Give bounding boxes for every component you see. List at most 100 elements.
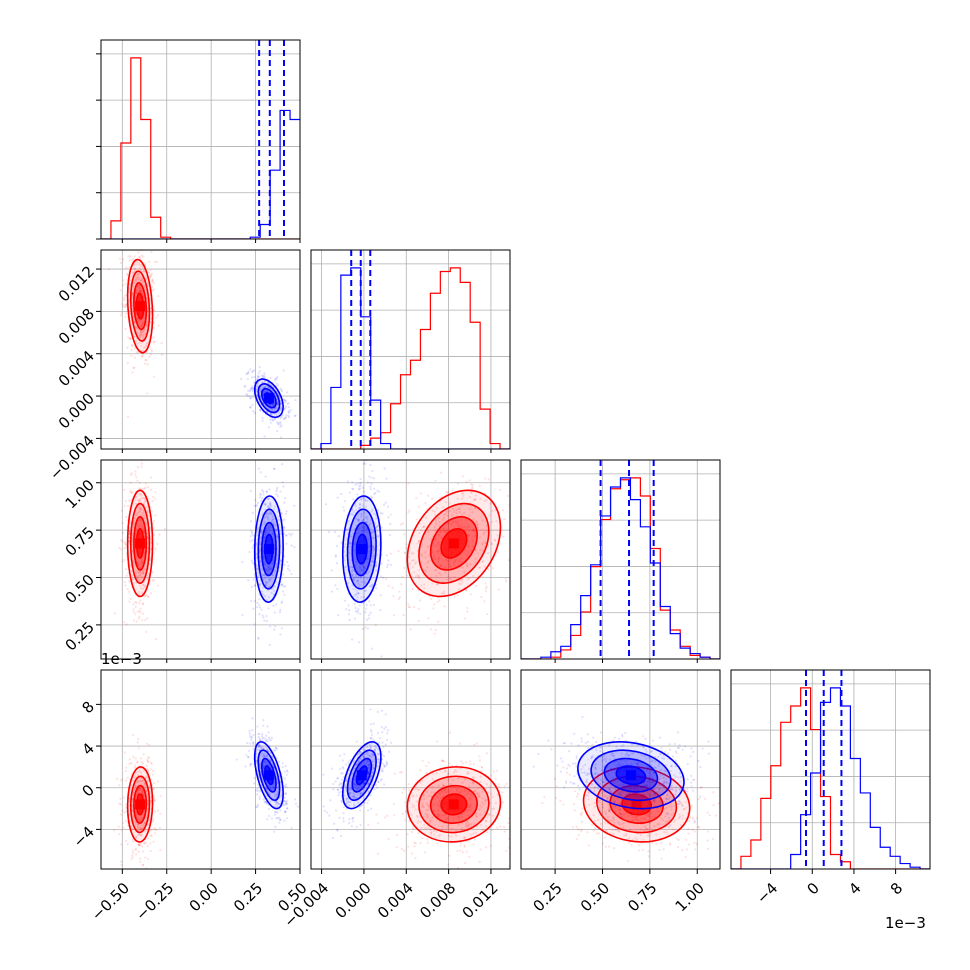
sample-point xyxy=(129,337,132,340)
sample-point xyxy=(269,376,272,380)
sample-point xyxy=(274,749,277,752)
sample-point xyxy=(263,752,266,755)
sample-point xyxy=(356,763,359,766)
sample-point xyxy=(141,282,144,285)
sample-point xyxy=(385,566,389,569)
sample-point xyxy=(153,340,156,343)
sample-point xyxy=(140,254,144,257)
sample-point xyxy=(441,790,444,793)
sample-point xyxy=(444,500,447,504)
sample-point xyxy=(430,597,433,601)
sample-point xyxy=(372,546,375,549)
sample-point xyxy=(124,819,127,822)
sample-point xyxy=(384,726,387,729)
sample-point xyxy=(484,825,488,828)
sample-point xyxy=(487,791,490,794)
sample-point xyxy=(139,279,142,282)
sample-point xyxy=(333,530,337,533)
sample-point xyxy=(457,815,460,819)
sample-point xyxy=(456,594,459,597)
sample-point xyxy=(144,274,147,277)
sample-point xyxy=(284,803,287,806)
sample-point xyxy=(147,595,150,599)
sample-point xyxy=(405,546,408,549)
sample-point xyxy=(465,562,468,565)
sample-point xyxy=(269,568,272,571)
sample-point xyxy=(135,291,138,294)
sample-point xyxy=(437,620,440,623)
sample-point xyxy=(133,319,136,323)
sample-point xyxy=(260,381,264,384)
sample-point xyxy=(141,850,145,853)
sample-point xyxy=(402,788,405,791)
sample-point xyxy=(139,487,142,490)
sample-point xyxy=(376,765,380,768)
sample-point xyxy=(275,748,279,751)
sample-point xyxy=(353,778,356,781)
sample-point xyxy=(263,391,266,394)
density-peak-series-0 xyxy=(135,301,146,312)
contour-line-series-0 xyxy=(129,502,151,584)
sample-point xyxy=(364,525,367,528)
sample-point xyxy=(246,394,249,397)
sample-point xyxy=(468,855,471,858)
sample-point xyxy=(261,512,264,515)
sample-point xyxy=(431,785,434,788)
sample-point xyxy=(127,247,129,249)
sample-point xyxy=(138,284,141,287)
contour-line-series-0 xyxy=(440,793,468,816)
sample-point xyxy=(443,566,447,569)
sample-point xyxy=(269,739,273,742)
sample-point xyxy=(288,411,291,414)
sample-point xyxy=(139,833,142,836)
sample-point xyxy=(267,566,271,569)
sample-point xyxy=(511,801,513,803)
sample-point xyxy=(272,522,275,526)
sample-point xyxy=(265,531,268,535)
sample-point xyxy=(136,793,139,796)
sample-point xyxy=(255,542,258,545)
sample-point xyxy=(352,576,355,579)
sample-point xyxy=(425,815,428,818)
sample-point xyxy=(272,467,276,470)
sample-point xyxy=(152,309,156,312)
sample-point xyxy=(267,750,270,753)
sample-point xyxy=(454,768,457,772)
sample-point xyxy=(263,564,266,567)
sample-point xyxy=(437,558,440,561)
sample-point xyxy=(143,842,146,845)
sample-point xyxy=(274,825,277,829)
sample-point xyxy=(361,530,365,533)
sample-point xyxy=(489,792,492,795)
sample-point xyxy=(475,520,478,523)
sample-point xyxy=(144,262,147,265)
sample-point xyxy=(275,801,278,804)
sample-point xyxy=(148,355,151,358)
sample-point xyxy=(255,394,259,398)
sample-point xyxy=(480,806,483,809)
sample-point xyxy=(119,797,122,800)
sample-point xyxy=(143,586,146,589)
sample-point xyxy=(120,828,124,831)
sample-point xyxy=(154,491,157,494)
sample-point xyxy=(453,576,456,579)
sample-point xyxy=(343,599,347,602)
sample-point xyxy=(448,559,451,562)
sample-point xyxy=(437,813,440,816)
sample-point xyxy=(461,492,464,495)
sample-point xyxy=(263,372,266,375)
sample-point xyxy=(420,826,423,829)
sample-point xyxy=(128,259,131,262)
sample-point xyxy=(441,518,444,522)
sample-point xyxy=(393,772,396,775)
sample-point xyxy=(130,492,133,495)
sample-point xyxy=(265,581,268,584)
sample-point xyxy=(293,545,296,549)
sample-point xyxy=(354,560,358,563)
sample-point xyxy=(476,526,479,529)
sample-point xyxy=(479,780,482,783)
sample-point xyxy=(262,593,265,596)
sample-point xyxy=(354,764,357,767)
contour-line-series-0 xyxy=(429,516,478,571)
sample-point xyxy=(280,406,283,409)
